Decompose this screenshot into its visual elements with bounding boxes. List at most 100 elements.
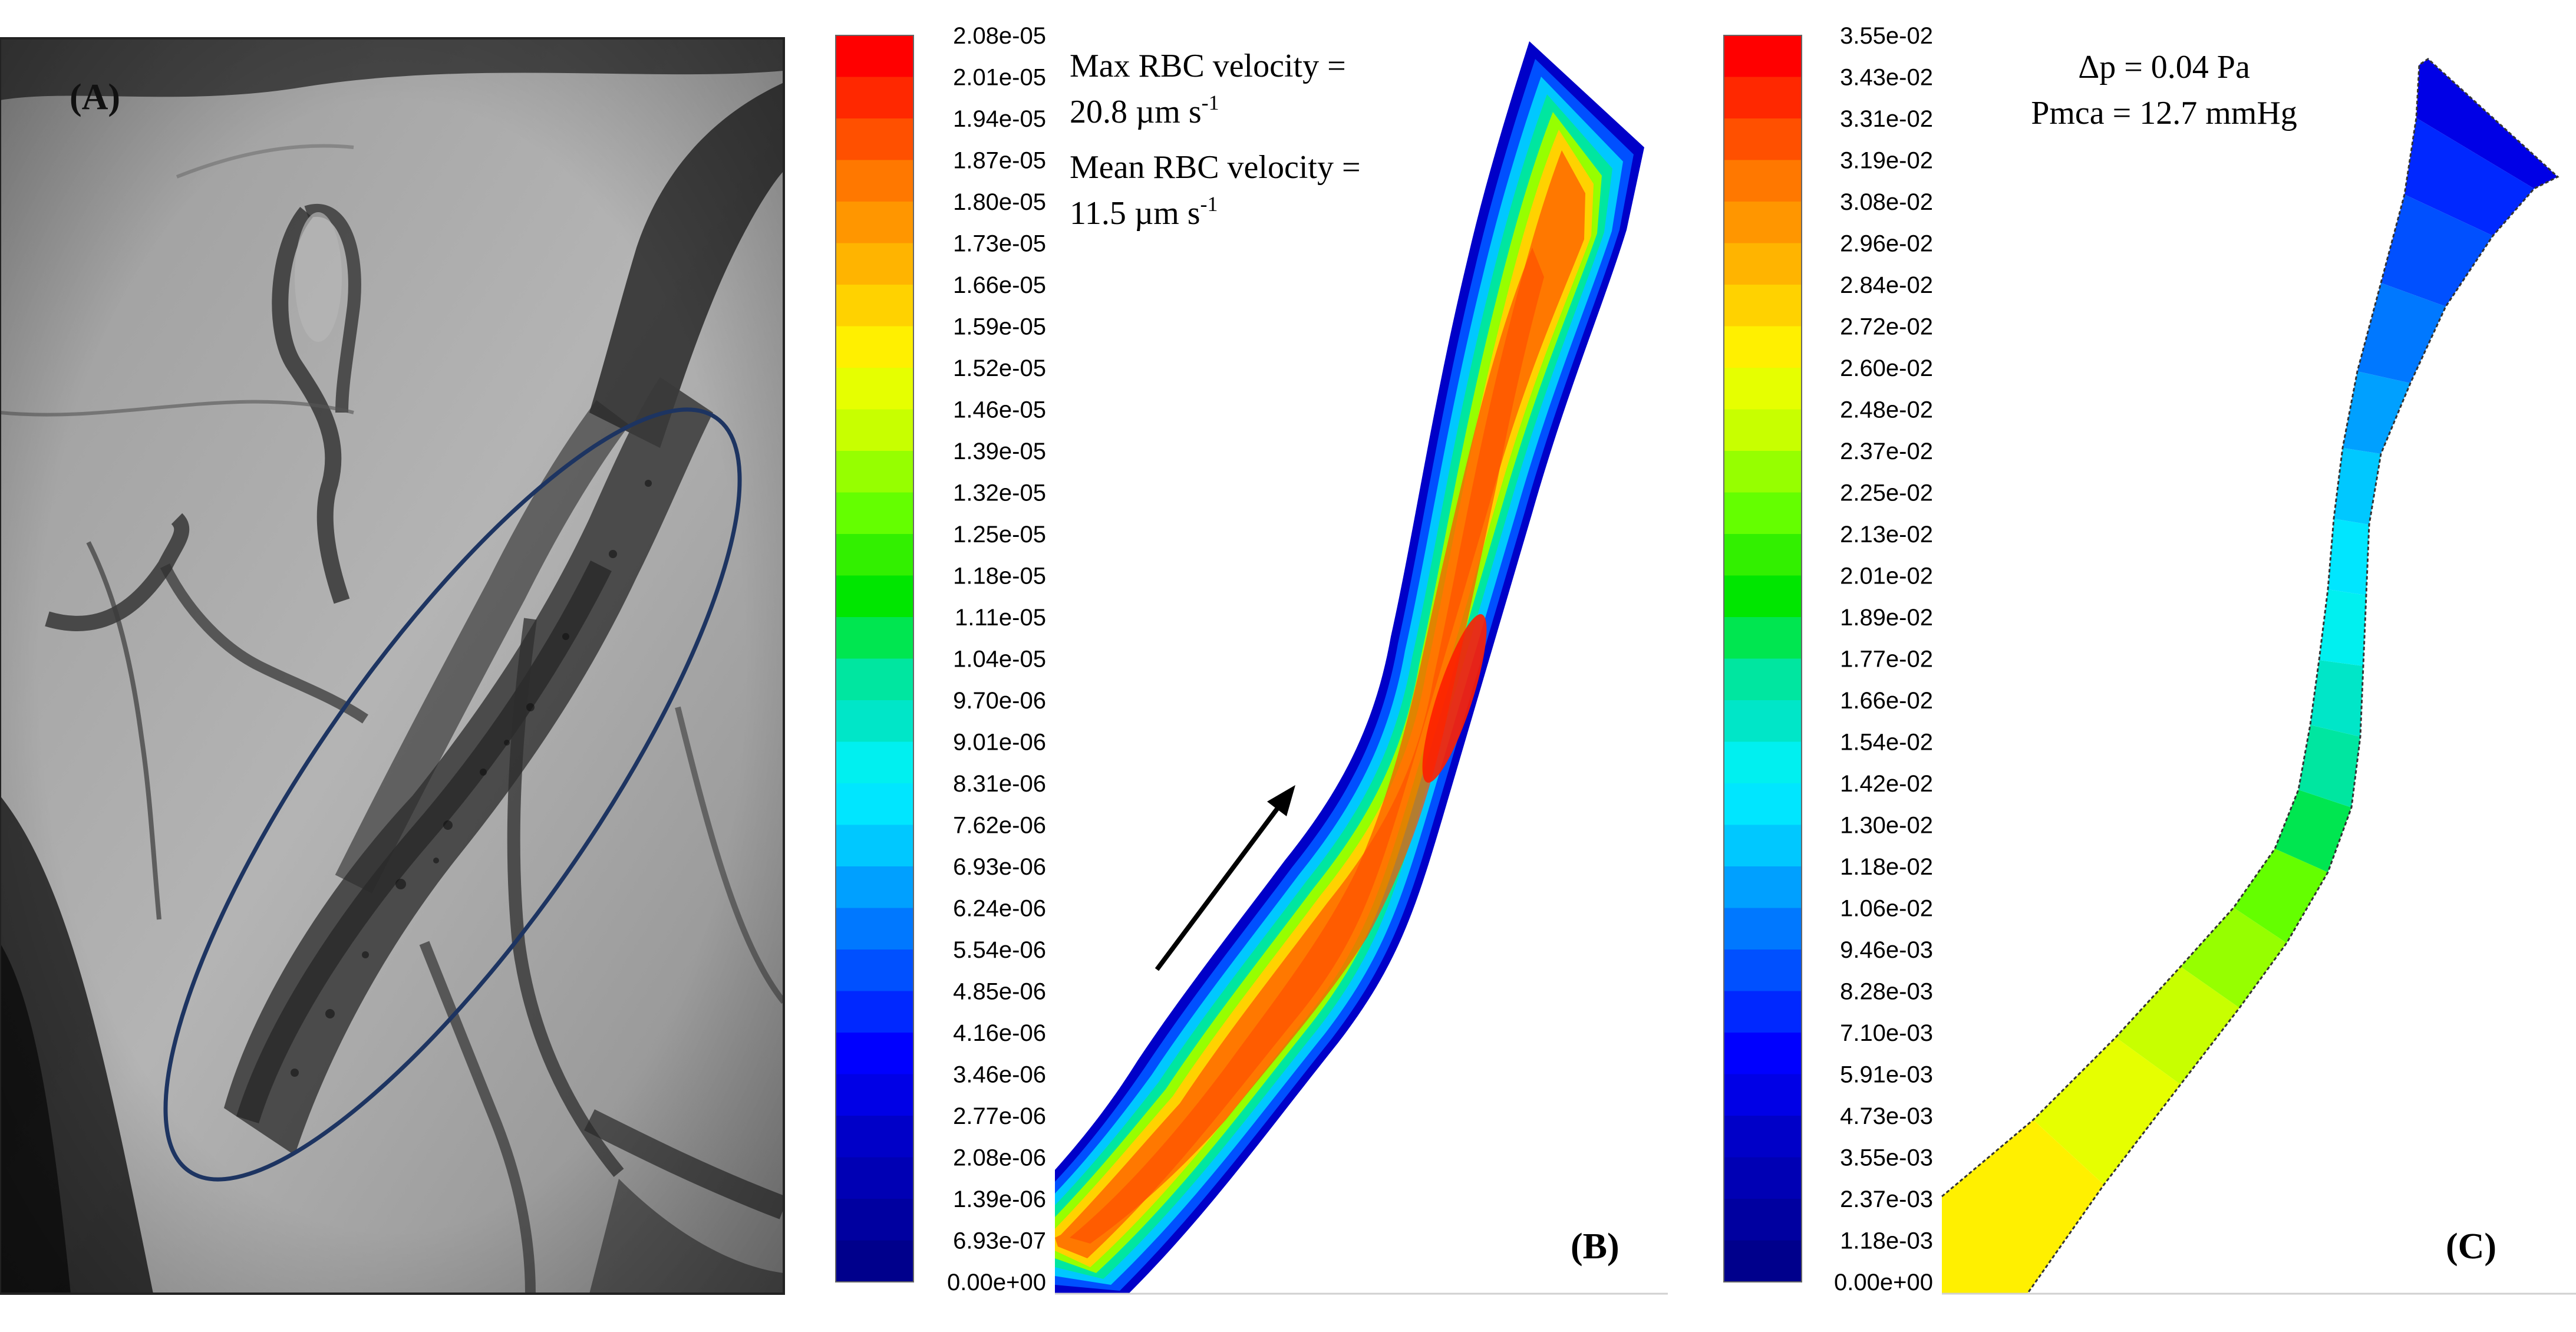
colorbar-tick-label: 1.66e-05 [953,272,1046,298]
colorbar-segment [836,783,913,826]
colorbar-c [1723,35,1802,1282]
colorbar-segment [1724,1033,1802,1075]
colorbar-segment [836,118,913,161]
colorbar-segment [836,825,913,867]
pressure-contour-vessel [1941,58,2559,1294]
colorbar-tick-label: 7.10e-03 [1840,1020,1933,1046]
colorbar-segment [836,451,913,493]
colorbar-segment [836,1033,913,1075]
panel-b: 2.08e-05 2.01e-05 1.94e-05 1.87e-05 1.80e-05… [835,23,1668,1295]
colorbar-tick-label: 1.11e-05 [955,605,1046,631]
colorbar-segment [836,1116,913,1158]
colorbar-tick-label: 0.00e+00 [1834,1270,1933,1295]
colorbar-tick-label: 2.72e-02 [1840,314,1933,340]
colorbar-segment [1724,368,1802,410]
flow-direction-arrow [1155,785,1295,971]
colorbar-frame [835,35,914,1282]
colorbar-tick-label: 1.77e-02 [1840,647,1933,672]
colorbar-tick-label: 2.01e-02 [1840,563,1933,589]
pressure-band [2319,589,2366,666]
colorbar-segment [1724,1240,1802,1282]
colorbar-segment [1724,451,1802,493]
colorbar-tick-label: 4.85e-06 [953,979,1046,1005]
colorbar-tick-label: 1.18e-02 [1840,854,1933,880]
colorbar-tick-label: 5.91e-03 [1840,1062,1933,1088]
colorbar-segment [836,575,913,618]
colorbar-tick-label: 1.18e-03 [1840,1228,1933,1254]
colorbar-tick-label: 5.54e-06 [953,937,1046,963]
colorbar-segment [1724,77,1802,119]
colorbar-segment [836,368,913,410]
colorbar-segment [836,700,913,743]
pressure-band [2116,967,2239,1084]
colorbar-tick-label: 3.46e-06 [953,1062,1046,1088]
colorbar-segment [1724,1074,1802,1116]
pressure-band [2381,194,2493,306]
colorbar-segment [1724,243,1802,285]
vessel-outline [1941,58,2559,1294]
colorbar-segment [836,1074,913,1116]
colorbar-tick-label: 1.39e-06 [953,1186,1046,1212]
colorbar-tick-label: 1.25e-05 [953,522,1046,548]
colorbar-tick-label: 1.73e-05 [953,231,1046,257]
colorbar-segment [1724,866,1802,909]
pressure-band [2357,283,2446,383]
colorbar-tick-label: 2.01e-05 [953,65,1046,91]
colorbar-segment [836,949,913,992]
colorbar-tick-label: 4.73e-03 [1840,1103,1933,1129]
colorbar-tick-label: 2.37e-03 [1840,1186,1933,1212]
colorbar-tick-label: 2.08e-05 [953,23,1046,49]
panel-a: (A) [0,37,785,1295]
max-velocity-label: Max RBC velocity = [1070,48,1346,84]
colorbar-segment [1724,783,1802,826]
colorbar-tick-label: 3.31e-02 [1840,106,1933,132]
colorbar-tick-label: 2.48e-02 [1840,397,1933,423]
colorbar-tick-label: 3.55e-03 [1840,1145,1933,1171]
pressure-drop-label: Δp = 0.04 Pa [2078,49,2250,85]
colorbar-segment [836,492,913,535]
colorbar-segment [836,202,913,244]
colorbar-segment [836,326,913,368]
colorbar-segment [1724,575,1802,618]
pressure-band [2181,908,2287,1008]
vessel-stripe-4 [1055,94,1612,1279]
pressure-band [2310,660,2363,737]
region-of-interest-ellipse [163,407,742,1182]
colorbar-segment [836,77,913,119]
colorbar-segment [836,866,913,909]
colorbar-tick-label: 1.59e-05 [953,314,1046,340]
colorbar-tick-label: 3.19e-02 [1840,148,1933,174]
colorbar-tick-label: 1.94e-05 [953,106,1046,132]
colorbar-tick-label: 1.89e-02 [1840,605,1933,631]
pressure-band [2234,849,2328,943]
colorbar-segment [836,534,913,576]
colorbar-tick-label: 8.28e-03 [1840,979,1933,1005]
panel-c: 3.55e-02 3.43e-02 3.31e-02 3.19e-02 3.08e-02… [1723,23,2576,1295]
colorbar-segment [1724,700,1802,743]
colorbar-tick-label: 3.43e-02 [1840,65,1933,91]
colorbar-tick-label: 2.13e-02 [1840,522,1933,548]
colorbar-tick-label: 2.37e-02 [1840,438,1933,464]
colorbar-tick-label: 1.52e-05 [953,355,1046,381]
colorbar-tick-label: 1.42e-02 [1840,771,1933,797]
pressure-band [2033,1037,2181,1185]
colorbar-segment [836,35,913,78]
colorbar-tick-label: 6.93e-07 [953,1228,1046,1254]
colorbar-tick-label: 2.60e-02 [1840,355,1933,381]
colorbar-segment [1724,35,1802,78]
colorbar-tick-label: 1.06e-02 [1840,896,1933,922]
colorbar-tick-label: 4.16e-06 [953,1020,1046,1046]
colorbar-c-ticks: 3.55e-02 3.43e-02 3.31e-02 3.19e-02 3.08e-02… [1834,23,1933,1295]
colorbar-segment [1724,202,1802,244]
colorbar-segment [1724,908,1802,950]
colorbar-tick-label: 0.00e+00 [947,1270,1046,1295]
colorbar-tick-label: 1.30e-02 [1840,813,1933,839]
colorbar-segment [836,409,913,451]
panel-a-label: (A) [70,77,120,117]
colorbar-tick-label: 9.46e-03 [1840,937,1933,963]
colorbar-segment [1724,409,1802,451]
pressure-band [2328,519,2369,595]
mean-velocity-label: Mean RBC velocity = [1070,149,1361,186]
colorbar-b [835,35,914,1282]
colorbar-tick-label: 1.46e-05 [953,397,1046,423]
